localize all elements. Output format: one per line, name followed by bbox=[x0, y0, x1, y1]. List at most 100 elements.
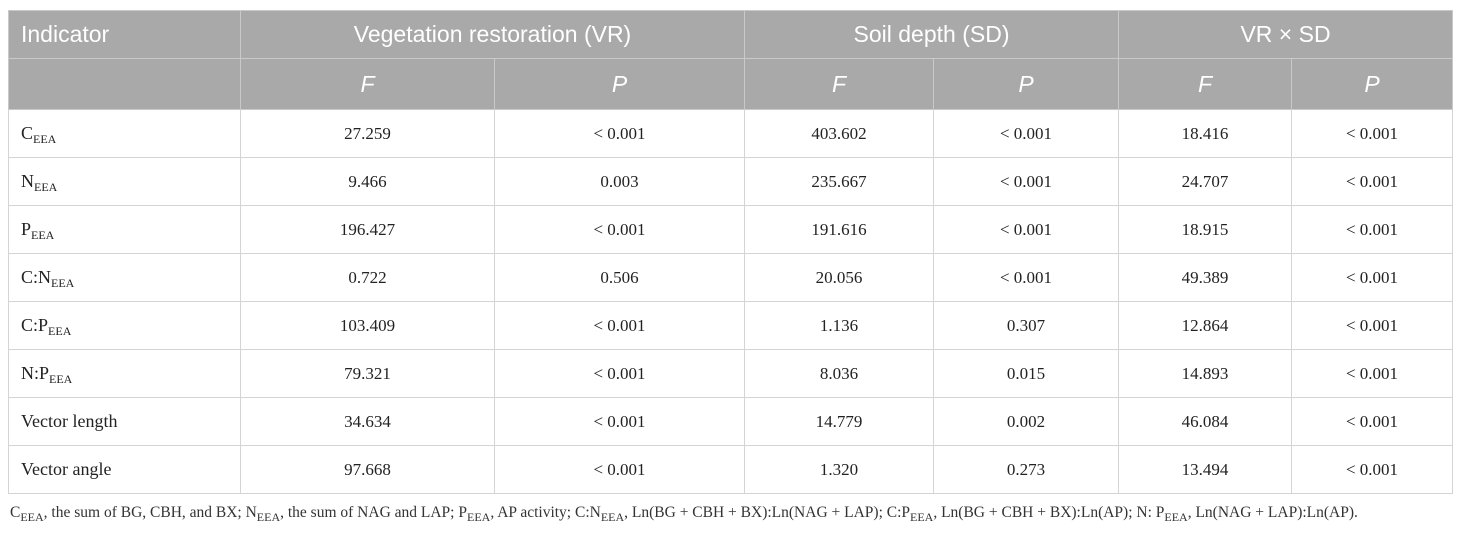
f-value-cell: 9.466 bbox=[240, 157, 495, 206]
empty-header-cell bbox=[8, 58, 241, 110]
anova-table-container: Indicator Vegetation restoration (VR) So… bbox=[8, 10, 1453, 523]
f-value-cell: 8.036 bbox=[744, 349, 934, 398]
footnote-text: , Ln(BG + CBH + BX):Ln(AP); N: P bbox=[933, 504, 1165, 521]
f-value-cell: 97.668 bbox=[240, 445, 495, 494]
f-value-cell: 0.722 bbox=[240, 253, 495, 302]
indicator-header: Indicator bbox=[8, 10, 241, 59]
footnote-text: , the sum of BG, CBH, and BX; N bbox=[43, 504, 257, 521]
footnote-subscript: EEA bbox=[466, 510, 491, 524]
footnote-subscript: EEA bbox=[20, 510, 44, 524]
indicator-cell: C:NEEA bbox=[8, 253, 241, 302]
indicator-subscript: EEA bbox=[34, 180, 58, 194]
indicator-label: N:P bbox=[21, 363, 50, 383]
stat-header-f: F bbox=[744, 58, 934, 110]
f-value-cell: 18.416 bbox=[1118, 109, 1292, 158]
f-value-cell: 14.893 bbox=[1118, 349, 1292, 398]
stat-header-p: P bbox=[1291, 58, 1453, 110]
p-value-cell: 0.307 bbox=[933, 301, 1119, 350]
f-value-cell: 49.389 bbox=[1118, 253, 1292, 302]
p-value-cell: < 0.001 bbox=[494, 397, 745, 446]
f-value-cell: 1.136 bbox=[744, 301, 934, 350]
f-value-cell: 1.320 bbox=[744, 445, 934, 494]
f-value-cell: 196.427 bbox=[240, 205, 495, 254]
p-value-cell: 0.002 bbox=[933, 397, 1119, 446]
p-value-cell: 0.015 bbox=[933, 349, 1119, 398]
f-value-cell: 12.864 bbox=[1118, 301, 1292, 350]
footnote-text: , Ln(NAG + LAP):Ln(AP). bbox=[1187, 504, 1358, 521]
table-row: Vector angle 97.668 < 0.001 1.320 0.273 13.49… bbox=[8, 445, 1453, 494]
f-value-cell: 235.667 bbox=[744, 157, 934, 206]
p-value-cell: < 0.001 bbox=[1291, 397, 1453, 446]
indicator-cell: Vector length bbox=[8, 397, 241, 446]
p-value-cell: < 0.001 bbox=[1291, 205, 1453, 254]
indicator-cell: C:PEEA bbox=[8, 301, 241, 350]
stat-header-f: F bbox=[1118, 58, 1292, 110]
p-value-cell: < 0.001 bbox=[494, 445, 745, 494]
p-value-cell: 0.003 bbox=[494, 157, 745, 206]
group-header-vr: Vegetation restoration (VR) bbox=[240, 10, 745, 59]
indicator-label: N bbox=[21, 171, 34, 191]
f-value-cell: 14.779 bbox=[744, 397, 934, 446]
footnote-text: , Ln(BG + CBH + BX):Ln(NAG + LAP); C:P bbox=[624, 504, 911, 521]
anova-table: Indicator Vegetation restoration (VR) So… bbox=[8, 10, 1453, 494]
footnote-subscript: EEA bbox=[1164, 510, 1188, 524]
indicator-cell: CEEA bbox=[8, 109, 241, 158]
p-value-cell: < 0.001 bbox=[933, 157, 1119, 206]
p-value-cell: < 0.001 bbox=[1291, 349, 1453, 398]
footnote-text: C bbox=[10, 504, 21, 521]
indicator-cell: Vector angle bbox=[8, 445, 241, 494]
f-value-cell: 18.915 bbox=[1118, 205, 1292, 254]
p-value-cell: < 0.001 bbox=[494, 301, 745, 350]
table-row: C:NEEA 0.722 0.506 20.056 < 0.001 49.389 < 0.0… bbox=[8, 253, 1453, 302]
table-row: CEEA 27.259 < 0.001 403.602 < 0.001 18.416 < 0… bbox=[8, 109, 1453, 158]
footnote-text: , AP activity; C:N bbox=[490, 504, 601, 521]
header-row-statistics: F P F P F P bbox=[8, 58, 1453, 110]
indicator-label: Vector length bbox=[21, 411, 118, 431]
indicator-label: C bbox=[21, 123, 34, 143]
indicator-cell: PEEA bbox=[8, 205, 241, 254]
header-row-groups: Indicator Vegetation restoration (VR) So… bbox=[8, 10, 1453, 59]
indicator-subscript: EEA bbox=[49, 372, 73, 386]
p-value-cell: < 0.001 bbox=[1291, 157, 1453, 206]
footnote-subscript: EEA bbox=[600, 510, 625, 524]
indicator-label: C:N bbox=[21, 267, 52, 287]
f-value-cell: 27.259 bbox=[240, 109, 495, 158]
footnote-text: , the sum of NAG and LAP; P bbox=[280, 504, 467, 521]
indicator-label: Vector angle bbox=[21, 459, 112, 479]
p-value-cell: < 0.001 bbox=[1291, 301, 1453, 350]
p-value-cell: < 0.001 bbox=[1291, 445, 1453, 494]
p-value-cell: < 0.001 bbox=[494, 205, 745, 254]
f-value-cell: 403.602 bbox=[744, 109, 934, 158]
f-value-cell: 79.321 bbox=[240, 349, 495, 398]
p-value-cell: < 0.001 bbox=[933, 205, 1119, 254]
stat-header-f: F bbox=[240, 58, 495, 110]
p-value-cell: 0.506 bbox=[494, 253, 745, 302]
footnote-subscript: EEA bbox=[256, 510, 281, 524]
indicator-subscript: EEA bbox=[48, 324, 72, 338]
p-value-cell: 0.273 bbox=[933, 445, 1119, 494]
table-row: N:PEEA 79.321 < 0.001 8.036 0.015 14.893 < 0.0… bbox=[8, 349, 1453, 398]
table-row: C:PEEA 103.409 < 0.001 1.136 0.307 12.864 < 0.… bbox=[8, 301, 1453, 350]
table-footnote: CEEA, the sum of BG, CBH, and BX; NEEA, … bbox=[8, 502, 1452, 523]
p-value-cell: < 0.001 bbox=[933, 253, 1119, 302]
p-value-cell: < 0.001 bbox=[933, 109, 1119, 158]
f-value-cell: 191.616 bbox=[744, 205, 934, 254]
table-row: Vector length 34.634 < 0.001 14.779 0.002 46.… bbox=[8, 397, 1453, 446]
indicator-subscript: EEA bbox=[33, 132, 57, 146]
table-row: PEEA 196.427 < 0.001 191.616 < 0.001 18.915 < … bbox=[8, 205, 1453, 254]
indicator-subscript: EEA bbox=[31, 228, 55, 242]
p-value-cell: < 0.001 bbox=[1291, 109, 1453, 158]
p-value-cell: < 0.001 bbox=[494, 109, 745, 158]
f-value-cell: 103.409 bbox=[240, 301, 495, 350]
stat-header-p: P bbox=[933, 58, 1119, 110]
group-header-sd: Soil depth (SD) bbox=[744, 10, 1119, 59]
stat-header-p: P bbox=[494, 58, 745, 110]
f-value-cell: 13.494 bbox=[1118, 445, 1292, 494]
footnote-subscript: EEA bbox=[910, 510, 934, 524]
table-body: CEEA 27.259 < 0.001 403.602 < 0.001 18.416 < 0… bbox=[8, 109, 1453, 494]
table-row: NEEA 9.466 0.003 235.667 < 0.001 24.707 < 0.00… bbox=[8, 157, 1453, 206]
group-header-vr-x-sd: VR × SD bbox=[1118, 10, 1453, 59]
f-value-cell: 24.707 bbox=[1118, 157, 1292, 206]
indicator-label: P bbox=[21, 219, 32, 239]
p-value-cell: < 0.001 bbox=[1291, 253, 1453, 302]
